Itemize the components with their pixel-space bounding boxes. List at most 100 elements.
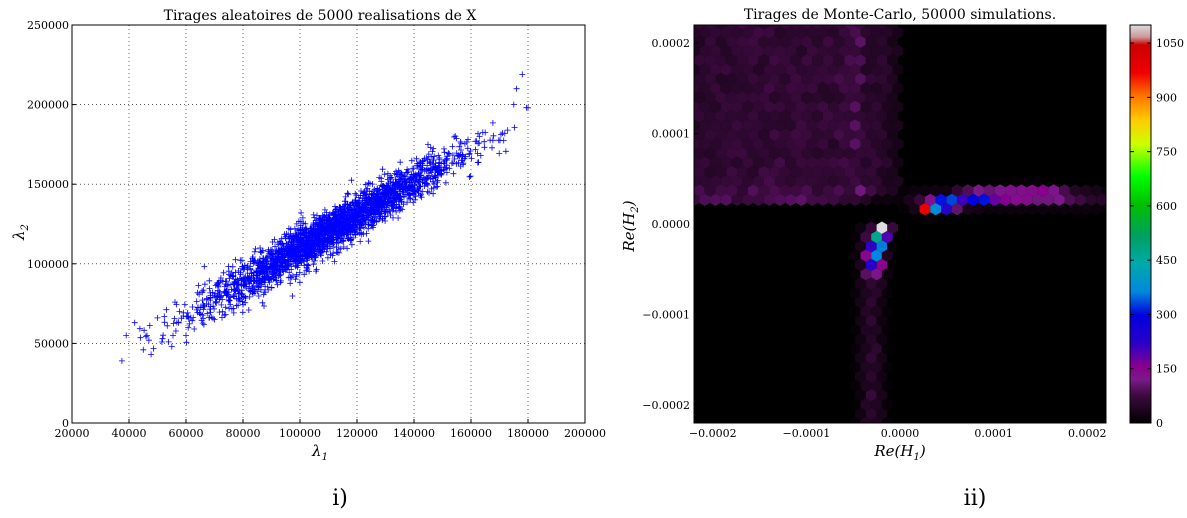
colorbar-tick-label: 750: [1156, 146, 1177, 159]
hex-cell: [731, 193, 743, 206]
hex-cell: [881, 119, 893, 132]
hex-cell: [983, 202, 995, 216]
hex-cell: [855, 407, 866, 420]
hex-cell: [812, 109, 823, 123]
hex-cell: [817, 193, 829, 206]
hex-cell: [796, 175, 807, 188]
hex-cell: [865, 333, 877, 346]
hex-cell: [715, 25, 727, 30]
hex-cell: [881, 305, 893, 318]
scatter-panel: Tirages aleatoires de 5000 realisations …: [10, 8, 606, 511]
hex-cell: [720, 156, 732, 169]
hex-cell: [763, 82, 775, 95]
hex-cell: [758, 109, 770, 123]
hex-cell: [844, 35, 856, 48]
hex-cell: [720, 175, 732, 188]
hex-cell: [849, 416, 861, 423]
hex-cell: [887, 240, 898, 253]
hex-cell: [865, 295, 877, 309]
hex-cell: [785, 137, 796, 151]
hex-cell: [876, 258, 888, 272]
hex-cell: [839, 100, 850, 113]
hex-cell: [715, 128, 727, 141]
hex-cell: [758, 147, 770, 160]
hex-cell: [704, 91, 716, 104]
hex-cell: [871, 44, 882, 58]
hex-cell: [951, 184, 963, 197]
hex-cell: [865, 72, 877, 86]
hex-cell: [796, 63, 807, 76]
hex-cell: [946, 193, 958, 206]
hex-cell: [839, 44, 850, 58]
hex-cell: [860, 416, 872, 423]
y-tick-label: 0.0002: [652, 37, 691, 50]
hex-cell: [699, 119, 711, 132]
hex-cell: [758, 165, 770, 179]
hex-cell: [758, 25, 770, 30]
hex-cell: [790, 184, 802, 197]
hex-cell: [774, 137, 786, 151]
hex-cell: [849, 119, 861, 132]
hex-cell: [769, 147, 780, 160]
hex-cell: [779, 72, 791, 86]
hex-cell: [822, 128, 834, 141]
hex-cell: [865, 109, 877, 123]
hex-cell: [790, 35, 802, 48]
hex-cell: [887, 35, 898, 48]
hex-cell: [849, 26, 861, 39]
hex-cell: [871, 323, 882, 337]
hex-cell: [796, 100, 807, 113]
hex-cell: [860, 26, 872, 39]
hex-cell: [1005, 184, 1017, 197]
hex-cell: [892, 175, 904, 188]
hex-cell: [983, 184, 995, 197]
hex-cell: [737, 72, 748, 86]
hex-cell: [833, 35, 845, 48]
hex-cell: [876, 165, 888, 179]
hex-cell: [881, 230, 893, 244]
hex-cell: [828, 26, 839, 39]
hex-cell: [1016, 202, 1027, 216]
hex-cell: [763, 175, 775, 188]
hex-cell: [726, 25, 737, 30]
hex-cell: [715, 35, 727, 48]
hex-cell: [742, 44, 754, 58]
hex-cell: [758, 35, 770, 48]
hex-cell: [849, 137, 861, 151]
hex-cell: [806, 119, 818, 132]
hex-cell: [753, 63, 764, 76]
hex-cell: [892, 193, 904, 206]
hex-cell: [796, 193, 807, 206]
hex-cell: [731, 100, 743, 113]
hex-cell: [871, 342, 882, 355]
hex-cell: [865, 25, 877, 30]
hex-cell: [871, 416, 882, 423]
hex-cell: [710, 44, 721, 58]
hex-cell: [812, 91, 823, 104]
hex-cell: [785, 26, 796, 39]
hex-cell: [865, 35, 877, 48]
hex-cell: [822, 35, 834, 48]
hex-cell: [758, 184, 770, 197]
hex-cell: [865, 221, 877, 234]
hex-cell: [865, 388, 877, 402]
hex-cell: [973, 202, 984, 216]
hex-cell: [881, 379, 893, 392]
hex-cell: [822, 54, 834, 67]
hex-cell: [881, 175, 893, 188]
hex-cell: [855, 128, 866, 141]
hex-cell: [704, 72, 716, 86]
hex-cell: [903, 193, 915, 206]
hex-cell: [833, 109, 845, 123]
hex-cell: [726, 184, 737, 197]
hex-cell: [753, 193, 764, 206]
hex-cell: [742, 82, 754, 95]
hex-cell: [855, 35, 866, 48]
hex-cell: [860, 305, 872, 318]
hex-cell: [919, 202, 931, 216]
hex-cell: [796, 26, 807, 39]
hex-cell: [962, 202, 974, 216]
hex-cell: [930, 184, 941, 197]
hex-cell: [855, 25, 866, 30]
hex-cell: [753, 44, 764, 58]
